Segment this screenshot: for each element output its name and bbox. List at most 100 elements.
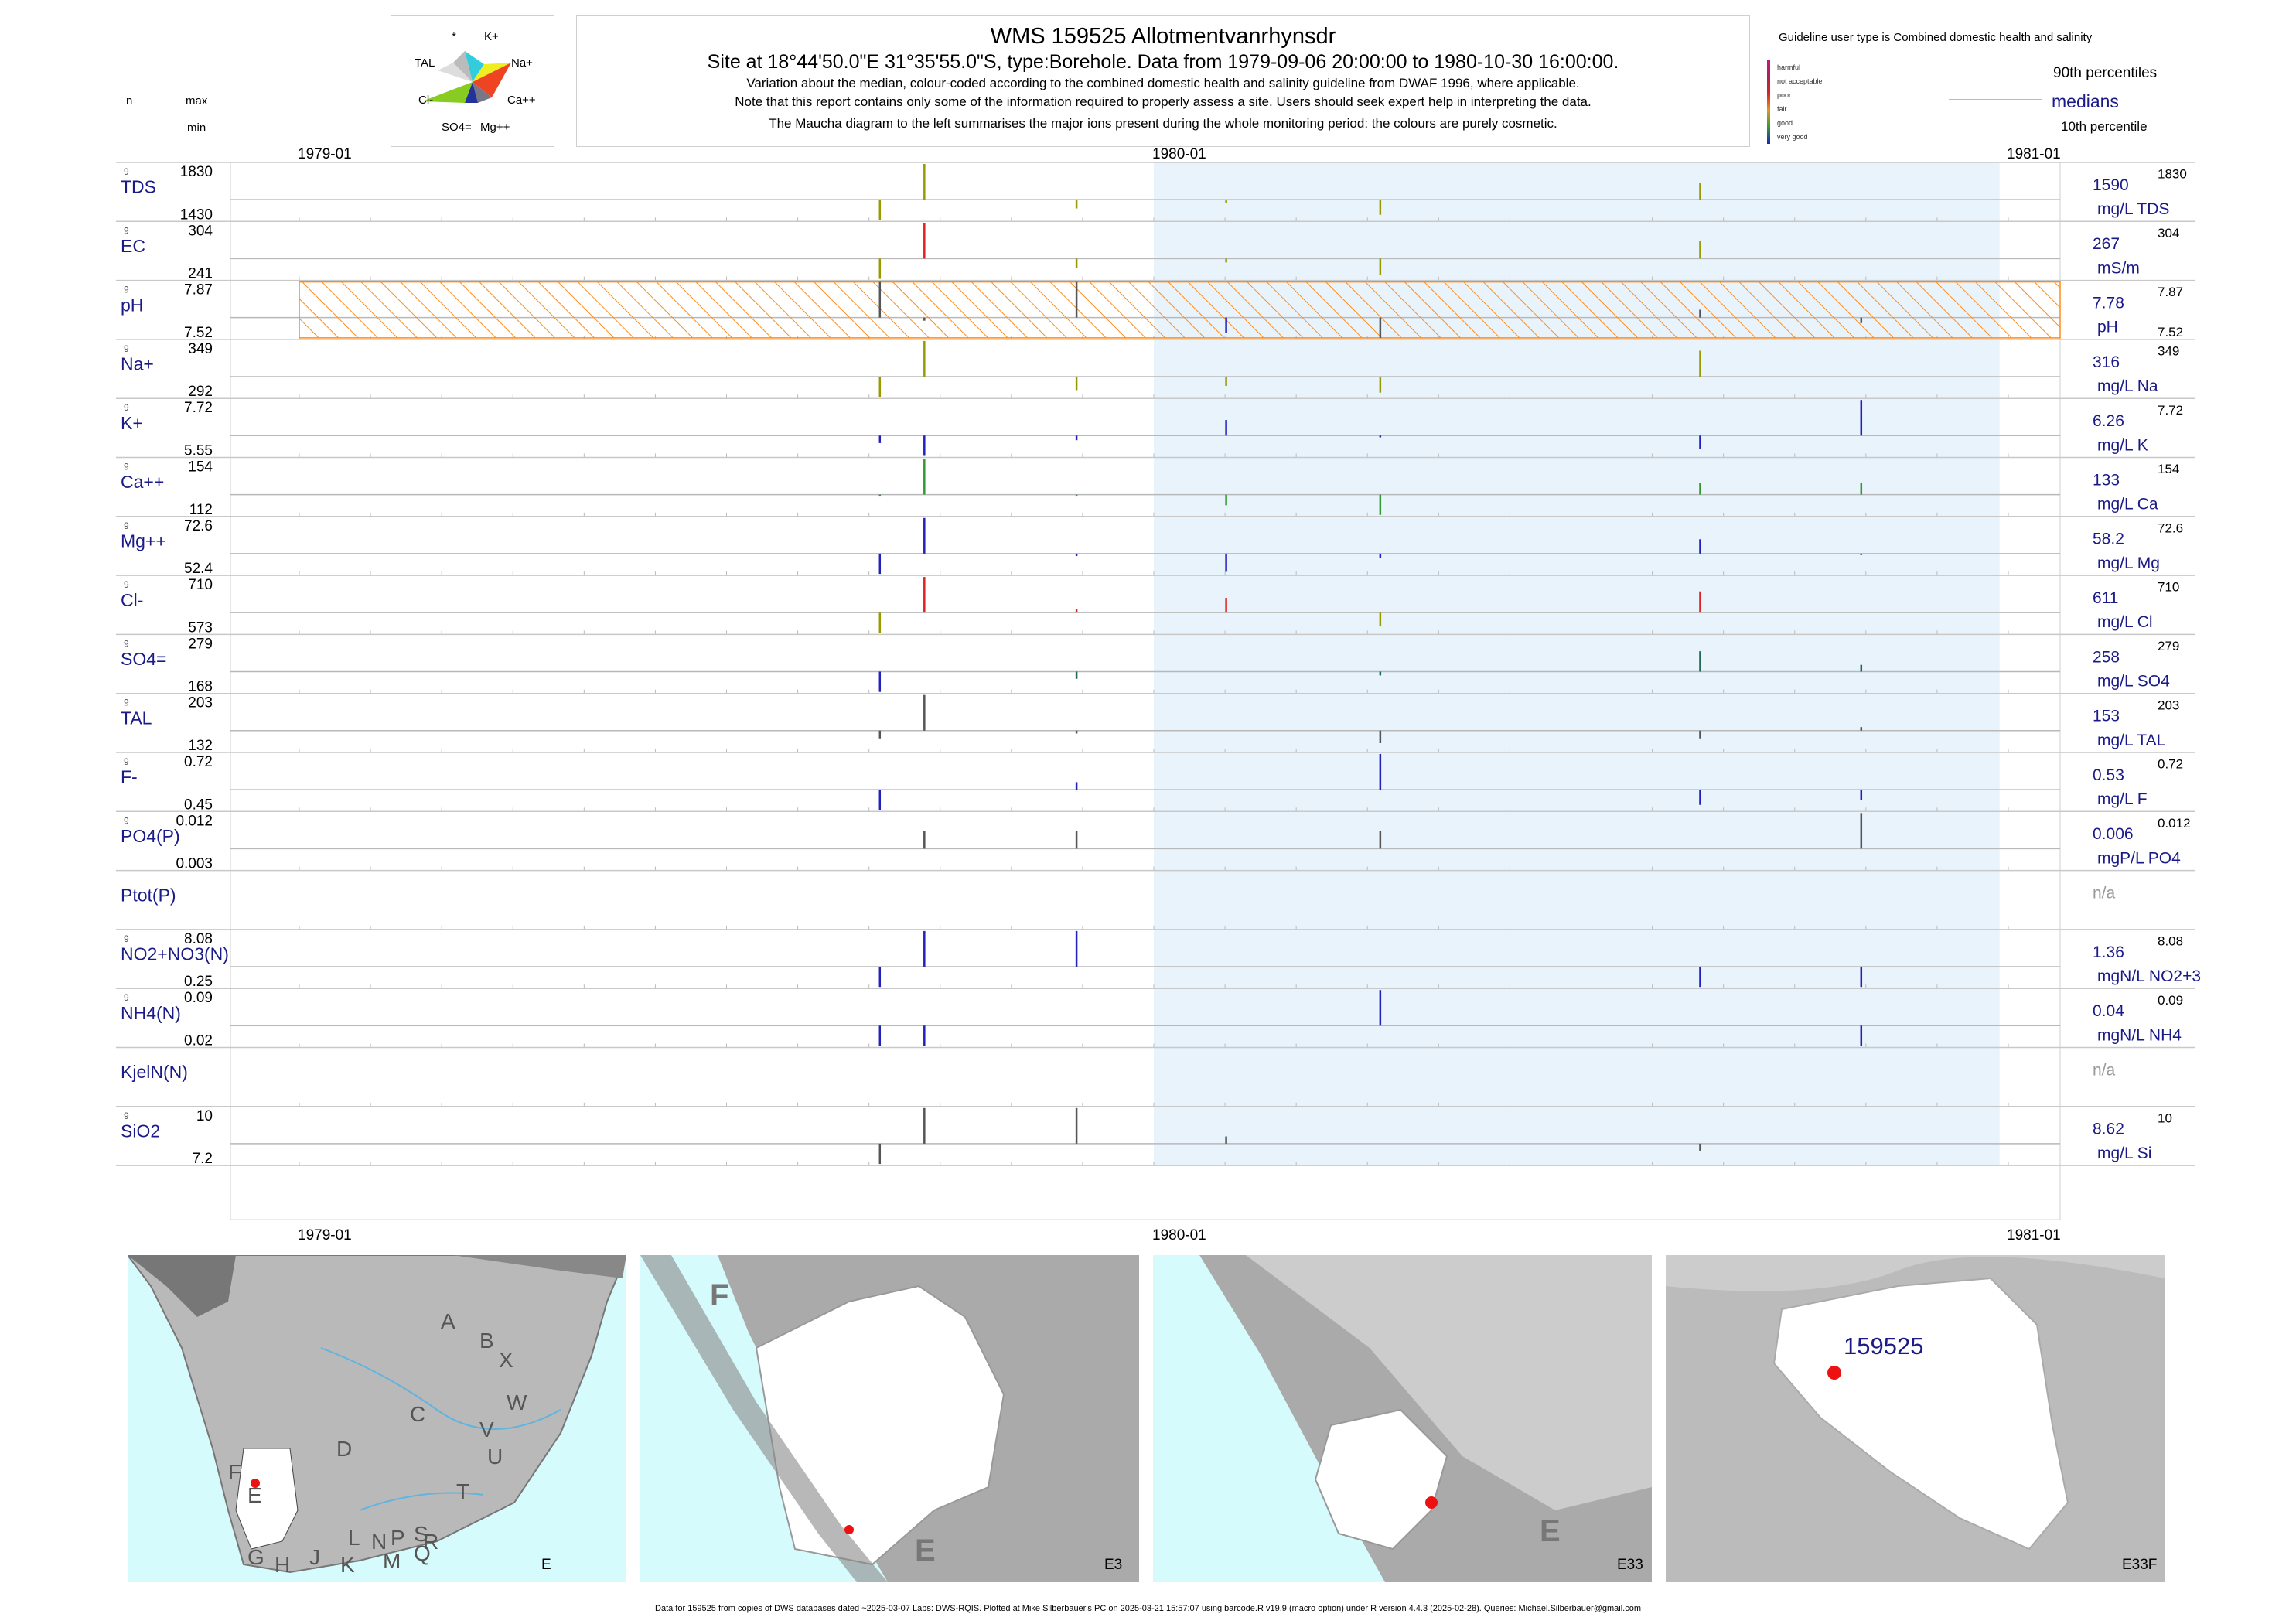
panel-max: 0.09: [184, 990, 213, 1006]
map-e3-svg: [640, 1255, 1005, 1582]
panel-median: 0.53: [2093, 766, 2124, 784]
footer-note: Data for 159525 from copies of DWS datab…: [655, 1604, 1641, 1613]
drainage-region-letter: X: [499, 1348, 513, 1372]
panel-unit: mg/L TAL: [2097, 732, 2165, 749]
panel-min: 112: [189, 502, 213, 518]
panel-unit: mg/L Na: [2097, 377, 2158, 395]
legend-medians: medians: [2052, 91, 2119, 111]
drainage-region-letter: L: [348, 1526, 360, 1550]
panel-label: EC: [121, 236, 145, 256]
legend-p10: 10th percentile: [2061, 119, 2148, 134]
map-e33: E E33: [1153, 1255, 1652, 1582]
drainage-region-letter: J: [309, 1545, 320, 1569]
panel-max: 7.72: [184, 400, 213, 416]
panel-min: 0.003: [176, 856, 213, 872]
maucha-label-ca: Ca++: [507, 94, 536, 107]
panel-median: n/a: [2093, 884, 2116, 902]
drainage-region-letter: T: [456, 1479, 470, 1503]
maucha-star-sector: [453, 51, 473, 82]
drainage-region-letter: S: [414, 1522, 428, 1546]
panel-min: 0.02: [184, 1033, 213, 1049]
map-e33f-svg: [1666, 1255, 2165, 1551]
map-south-africa-svg: [128, 1255, 626, 1574]
panel-median: 7.78: [2093, 294, 2124, 312]
panel-n: 9: [124, 579, 129, 590]
maucha-diagram-svg: [422, 51, 511, 103]
panel-unit: mg/L Ca: [2097, 496, 2158, 513]
legend-category: harmful: [1777, 63, 1801, 71]
panel-median: 1590: [2093, 176, 2129, 194]
panel-right-max: 0.72: [2158, 757, 2183, 772]
maucha-label-star: *: [452, 30, 456, 43]
map-caption-e33: E33: [1617, 1557, 1643, 1573]
guideline-colour-bar: [1767, 60, 1770, 144]
ph-guideline-band: [299, 281, 2060, 338]
panel-label: pH: [121, 295, 143, 315]
panel-max: 0.72: [184, 754, 213, 770]
maucha-ca-sector: [473, 63, 511, 97]
panel-n: 9: [124, 343, 129, 354]
panel-median: 316: [2093, 353, 2120, 371]
panel-label: NH4(N): [121, 1003, 181, 1023]
panel-right-max: 304: [2158, 226, 2179, 241]
panel-min: 573: [188, 619, 213, 636]
map-e33-svg: [1153, 1255, 1652, 1582]
column-header-n: n: [126, 94, 133, 107]
panel-min: 132: [188, 738, 213, 754]
panel-label: Na+: [121, 354, 154, 374]
maucha-label-tal: TAL: [415, 56, 435, 70]
x-tick-label-bottom: 1980-01: [1152, 1227, 1206, 1244]
site-marker-e3: [844, 1525, 854, 1534]
panel-median: 258: [2093, 648, 2120, 666]
panel-n: 9: [124, 638, 129, 649]
report-subtitle: Site at 18°44'50.0"E 31°35'55.0"S, type:…: [707, 51, 1619, 73]
maucha-label-na: Na+: [511, 56, 533, 70]
panel-label: Ptot(P): [121, 885, 176, 905]
panel-right-max: 8.08: [2158, 934, 2183, 949]
panel-n: 9: [124, 815, 129, 826]
panel-n: 9: [124, 462, 129, 473]
drainage-region-letter: Q: [414, 1541, 431, 1565]
panel-unit: mg/L SO4: [2097, 673, 2170, 691]
panel-max: 279: [188, 636, 213, 652]
legend-category: not acceptable: [1777, 77, 1823, 85]
plot-frame-bottom: [230, 1165, 2061, 1220]
column-header-min: min: [187, 121, 206, 135]
maucha-tal-sector: [438, 63, 473, 82]
panel-n: 9: [124, 166, 129, 177]
map-caption-e: E: [541, 1557, 551, 1573]
panel-unit: mg/L Cl: [2097, 613, 2153, 631]
panel-max: 72.6: [184, 518, 213, 534]
panel-label: Cl-: [121, 590, 143, 610]
x-tick-label-top: 1981-01: [2007, 146, 2061, 162]
panel-n: 9: [124, 285, 129, 295]
panel-label: TAL: [121, 708, 152, 728]
map-e3-letter-f: F: [710, 1278, 729, 1312]
report-title: WMS 159525 Allotmentvanrhynsdr: [990, 24, 1336, 49]
panel-n: 9: [124, 992, 129, 1003]
drainage-region-letter: M: [383, 1549, 401, 1573]
panel-median: 153: [2093, 708, 2120, 725]
panel-n: 9: [124, 933, 129, 944]
legend-category: fair: [1777, 105, 1787, 113]
map-e33f: 159525 E33F: [1666, 1255, 2165, 1582]
panel-min: 1430: [180, 206, 213, 223]
panel-min: 5.55: [184, 443, 213, 459]
panel-unit: pH: [2097, 319, 2118, 336]
panel-right-max: 0.012: [2158, 816, 2191, 831]
panel-median: 267: [2093, 235, 2120, 253]
panel-right-max: 0.09: [2158, 993, 2183, 1008]
maucha-label-mg: Mg++: [480, 121, 510, 134]
column-header-max: max: [186, 94, 208, 107]
panel-median: n/a: [2093, 1061, 2116, 1079]
panel-median: 6.26: [2093, 412, 2124, 430]
panel-unit: mg/L Mg: [2097, 554, 2160, 572]
panel-right-max: 1830: [2158, 167, 2187, 182]
map-site-label: 159525: [1844, 1332, 1924, 1360]
drainage-region-letter: D: [336, 1437, 353, 1461]
x-tick-label-top: 1980-01: [1152, 146, 1206, 162]
site-marker: [251, 1479, 260, 1488]
drainage-region-letter: F: [228, 1460, 242, 1484]
panel-label: K+: [121, 413, 143, 433]
